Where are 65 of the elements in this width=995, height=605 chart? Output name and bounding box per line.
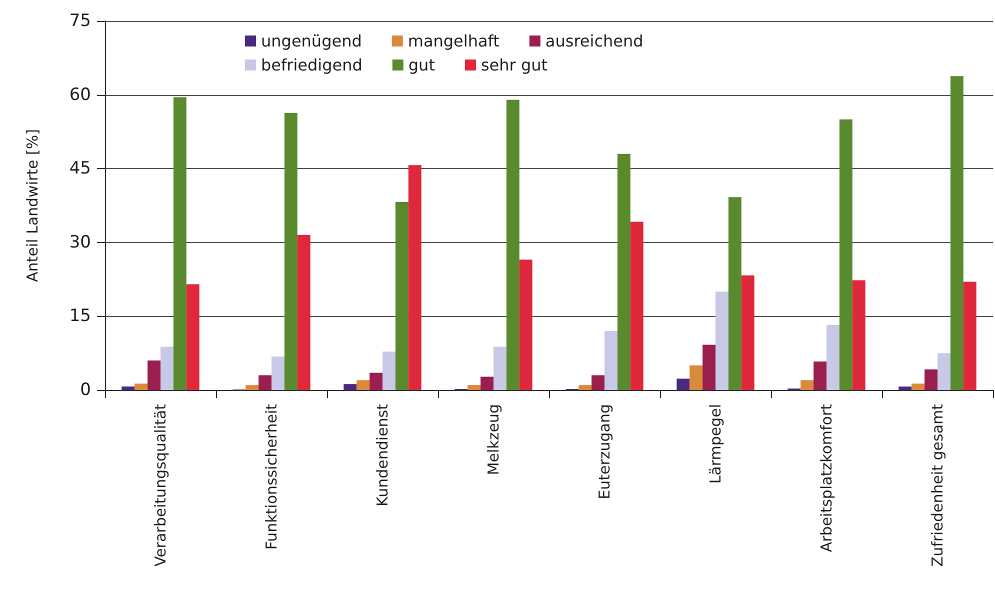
bar <box>604 330 618 390</box>
x-tick-label: Arbeitsplatzkomfort <box>818 404 836 552</box>
x-tick-label: Funktionssicherheit <box>262 404 280 550</box>
bar <box>716 292 728 390</box>
bar <box>494 346 506 390</box>
bar <box>617 154 630 390</box>
bar <box>272 356 284 390</box>
bar <box>852 280 866 390</box>
legend-label: ungenügend <box>261 32 362 50</box>
bar <box>690 365 703 390</box>
y-tick-label: 45 <box>69 158 91 179</box>
y-axis-title: Anteil Landwirte [%] <box>24 129 42 282</box>
legend-label: befriedigend <box>261 56 362 74</box>
x-tick-label: Melkzeug <box>484 404 502 476</box>
bar <box>963 282 976 390</box>
bar <box>592 375 604 390</box>
bar <box>912 384 925 390</box>
bar <box>924 369 938 390</box>
y-tick-label: 30 <box>69 232 91 252</box>
legend-label: ausreichend <box>545 32 644 50</box>
bar <box>506 100 520 390</box>
bar <box>702 344 716 390</box>
bar <box>173 97 186 390</box>
bar <box>630 222 644 390</box>
bar <box>814 361 826 390</box>
legend-label: mangelhaft <box>408 32 500 50</box>
bar <box>468 385 481 390</box>
bar <box>148 360 160 390</box>
y-tick-label: 0 <box>80 380 91 400</box>
x-tick-label: Lärmpegel <box>706 404 724 484</box>
bar <box>519 260 532 390</box>
bar <box>728 197 742 390</box>
bar <box>297 235 310 390</box>
bar <box>246 385 259 390</box>
bar <box>395 202 408 390</box>
x-tick-label: Zufriedenheit gesamt <box>928 404 946 567</box>
bar <box>826 325 840 390</box>
bar <box>186 284 200 390</box>
bar <box>898 386 912 390</box>
legend-label: sehr gut <box>480 56 548 74</box>
bar <box>800 380 814 390</box>
x-tick-label: Verarbeitungsqualität <box>152 404 170 567</box>
bar <box>122 386 135 390</box>
bar <box>408 165 422 390</box>
bar <box>344 384 357 390</box>
x-tick-label: Euterzugang <box>596 404 614 500</box>
bar <box>134 384 148 390</box>
y-tick-label: 75 <box>69 11 91 31</box>
y-tick-label: 60 <box>69 84 91 105</box>
legend-label: gut <box>408 56 435 74</box>
bar <box>382 352 396 390</box>
bar <box>356 380 370 390</box>
x-tick-label: Kundendienst <box>374 404 392 506</box>
bar <box>284 113 298 390</box>
bar <box>480 376 494 390</box>
y-tick-label: 15 <box>69 306 91 326</box>
bar <box>938 353 950 390</box>
bar <box>258 375 272 390</box>
bar <box>741 275 754 390</box>
bar <box>160 346 174 390</box>
bar <box>676 378 690 390</box>
bar <box>578 385 592 390</box>
bar <box>839 119 852 390</box>
bar <box>950 76 964 390</box>
bar <box>370 372 382 390</box>
